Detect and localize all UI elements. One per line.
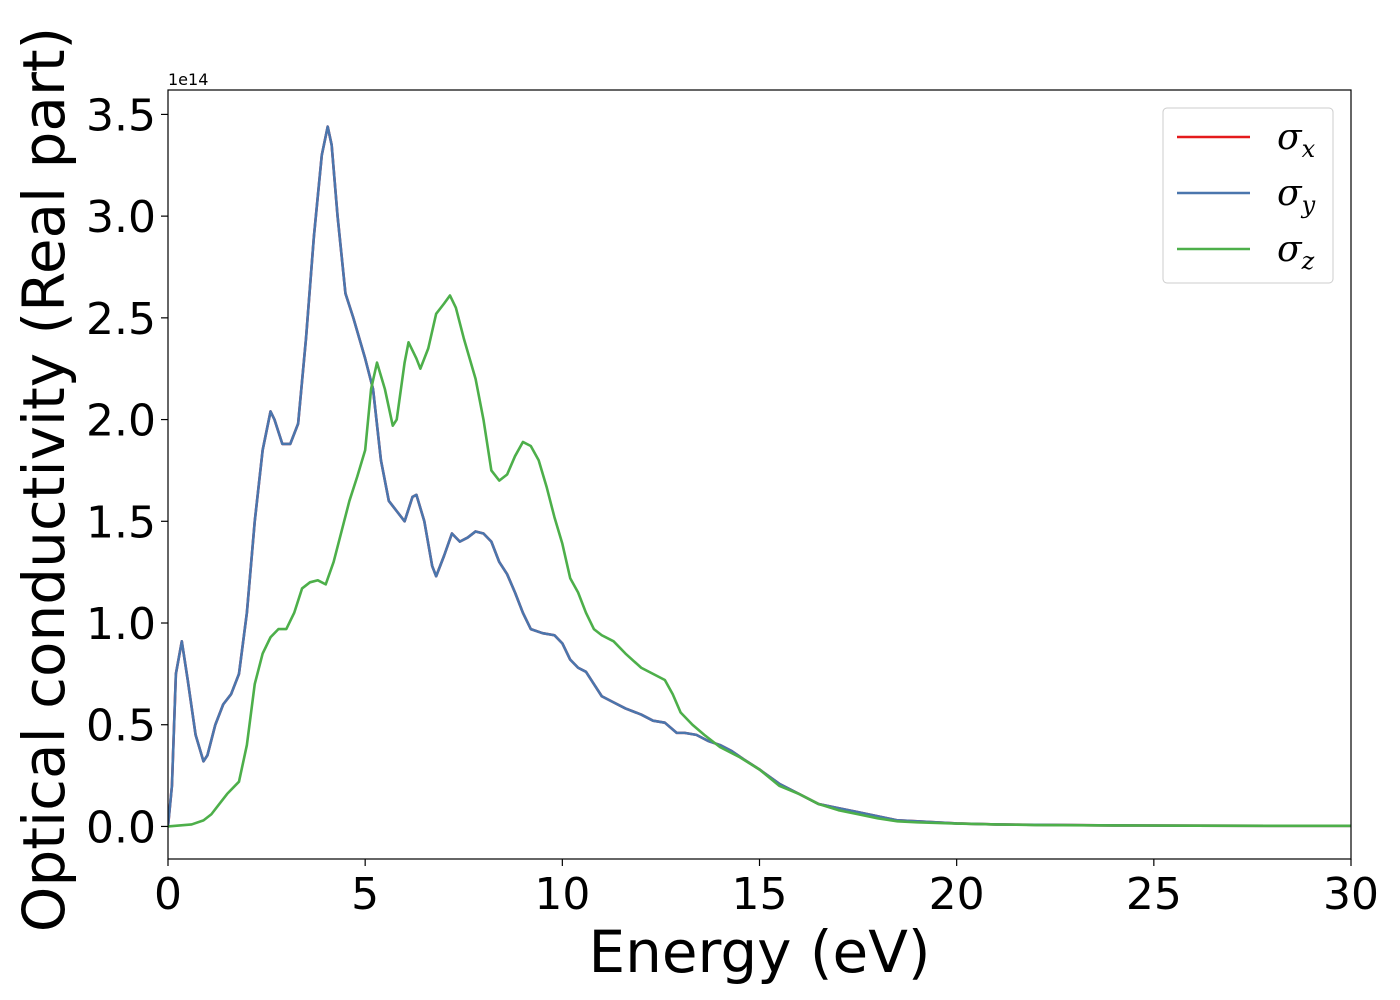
y-tick-label: 0.0 <box>86 802 156 853</box>
y-tick-label: 2.5 <box>86 294 156 345</box>
x-tick-label: 10 <box>534 869 590 920</box>
legend-box <box>1162 107 1334 284</box>
series-layer <box>168 125 1351 828</box>
x-axis: 0 5 10 15 20 25 30 <box>154 859 1379 920</box>
legend-label-x: σx <box>1277 117 1316 163</box>
series-line-z <box>168 294 1351 828</box>
x-tick-label: 30 <box>1323 869 1379 920</box>
y-offset-label: 1e14 <box>168 70 208 89</box>
y-tick-label: 1.0 <box>86 599 156 650</box>
y-tick-label: 3.5 <box>86 90 156 141</box>
y-tick-label: 3.0 <box>86 192 156 243</box>
x-tick-label: 25 <box>1126 869 1182 920</box>
x-tick-label: 15 <box>732 869 788 920</box>
y-axis: 0.0 0.5 1.0 1.5 2.0 2.5 3.0 3.5 <box>86 90 168 853</box>
legend-label-z: σz <box>1277 229 1315 275</box>
x-tick-label: 0 <box>154 869 182 920</box>
x-tick-label: 20 <box>929 869 985 920</box>
y-axis-label: Optical conductivity (Real part) <box>10 27 78 932</box>
legend: σx σy σz <box>1162 107 1334 284</box>
x-tick-label: 5 <box>351 869 379 920</box>
y-tick-label: 2.0 <box>86 396 156 447</box>
x-axis-label: Energy (eV) <box>588 918 930 986</box>
y-tick-label: 0.5 <box>86 701 156 752</box>
y-tick-label: 1.5 <box>86 497 156 548</box>
legend-label-y: σy <box>1277 173 1316 219</box>
